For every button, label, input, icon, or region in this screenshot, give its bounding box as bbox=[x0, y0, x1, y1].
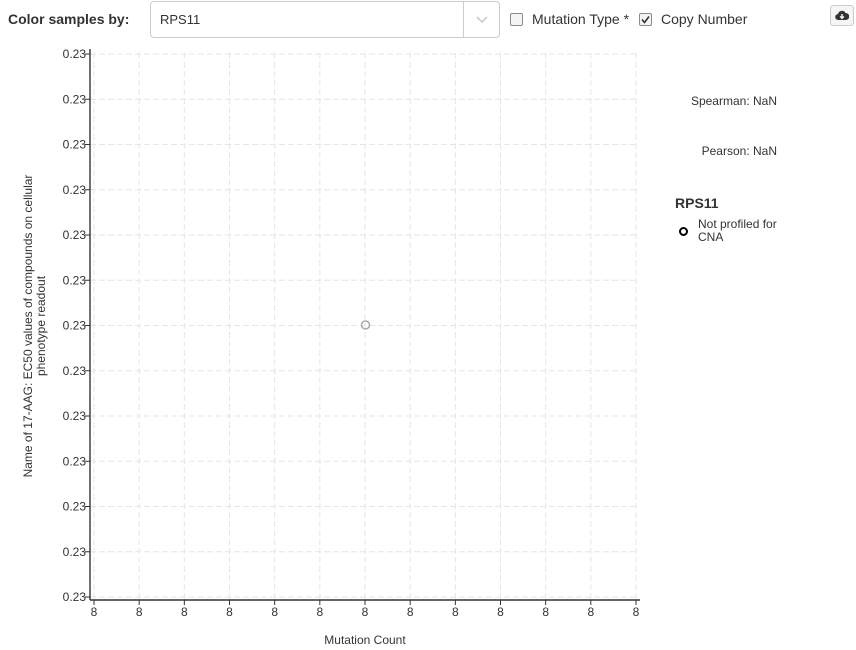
x-tick-label-4: 8 bbox=[271, 605, 278, 619]
x-axis-label: Mutation Count bbox=[324, 633, 406, 647]
y-tick-label-1: 0.23 bbox=[63, 92, 87, 106]
x-tick-label-8: 8 bbox=[452, 605, 459, 619]
gene-select-value: RPS11 bbox=[160, 12, 201, 27]
download-button[interactable] bbox=[830, 5, 854, 26]
copy-number-label: Copy Number bbox=[661, 11, 748, 27]
x-tick-label-5: 8 bbox=[316, 605, 323, 619]
y-tick-label-4: 0.23 bbox=[63, 228, 87, 242]
y-tick-label-2: 0.23 bbox=[63, 138, 87, 152]
chevron-down-icon[interactable] bbox=[464, 2, 499, 37]
x-tick-label-12: 8 bbox=[633, 605, 640, 619]
x-tick-label-11: 8 bbox=[587, 605, 594, 619]
cloud-download-icon bbox=[835, 10, 849, 21]
y-tick-label-3: 0.23 bbox=[63, 183, 87, 197]
mutation-type-checkbox[interactable] bbox=[510, 13, 523, 26]
x-tick-label-0: 8 bbox=[91, 605, 98, 619]
y-tick-label-11: 0.23 bbox=[63, 545, 87, 559]
y-tick-label-6: 0.23 bbox=[63, 319, 87, 333]
grid bbox=[90, 53, 638, 599]
axes bbox=[85, 49, 640, 605]
x-tick-label-6: 8 bbox=[362, 605, 369, 619]
pearson-stat: Pearson: NaN bbox=[701, 144, 777, 158]
y-tick-label-7: 0.23 bbox=[63, 364, 87, 378]
data-point-0[interactable] bbox=[360, 320, 371, 330]
mutation-type-label: Mutation Type * bbox=[532, 11, 630, 27]
color-samples-label: Color samples by: bbox=[8, 11, 130, 27]
x-tick-label-1: 8 bbox=[136, 605, 143, 619]
y-tick-label-8: 0.23 bbox=[63, 409, 87, 423]
x-tick-label-7: 8 bbox=[407, 605, 414, 619]
x-tick-label-10: 8 bbox=[542, 605, 549, 619]
data-points bbox=[360, 320, 371, 330]
tick-labels: 8 8 8 8 8 8 8 8 8 8 8 8 8 0.23 0.23 0.23 0.23 0.23 0.23 0.2… bbox=[63, 47, 640, 619]
y-axis-label: Name of 17-AAG: EC50 values of compounds… bbox=[21, 175, 48, 478]
y-tick-label-0: 0.23 bbox=[63, 47, 87, 61]
y-tick-label-9: 0.23 bbox=[63, 454, 87, 468]
spearman-stat: Spearman: NaN bbox=[690, 94, 777, 108]
x-tick-label-3: 8 bbox=[226, 605, 233, 619]
copy-number-checkbox[interactable] bbox=[639, 13, 652, 26]
y-tick-label-5: 0.23 bbox=[63, 273, 87, 287]
y-tick-label-10: 0.23 bbox=[63, 500, 87, 514]
select-separator bbox=[463, 2, 464, 37]
legend-title: RPS11 bbox=[675, 195, 719, 211]
x-tick-label-9: 8 bbox=[497, 605, 504, 619]
x-tick-label-2: 8 bbox=[181, 605, 188, 619]
legend-label-not-profiled: Not profiled for CNA bbox=[698, 217, 777, 244]
legend-marker-not-profiled bbox=[679, 227, 688, 236]
y-tick-label-12: 0.23 bbox=[63, 590, 87, 604]
gene-select[interactable]: RPS11 bbox=[150, 1, 500, 38]
